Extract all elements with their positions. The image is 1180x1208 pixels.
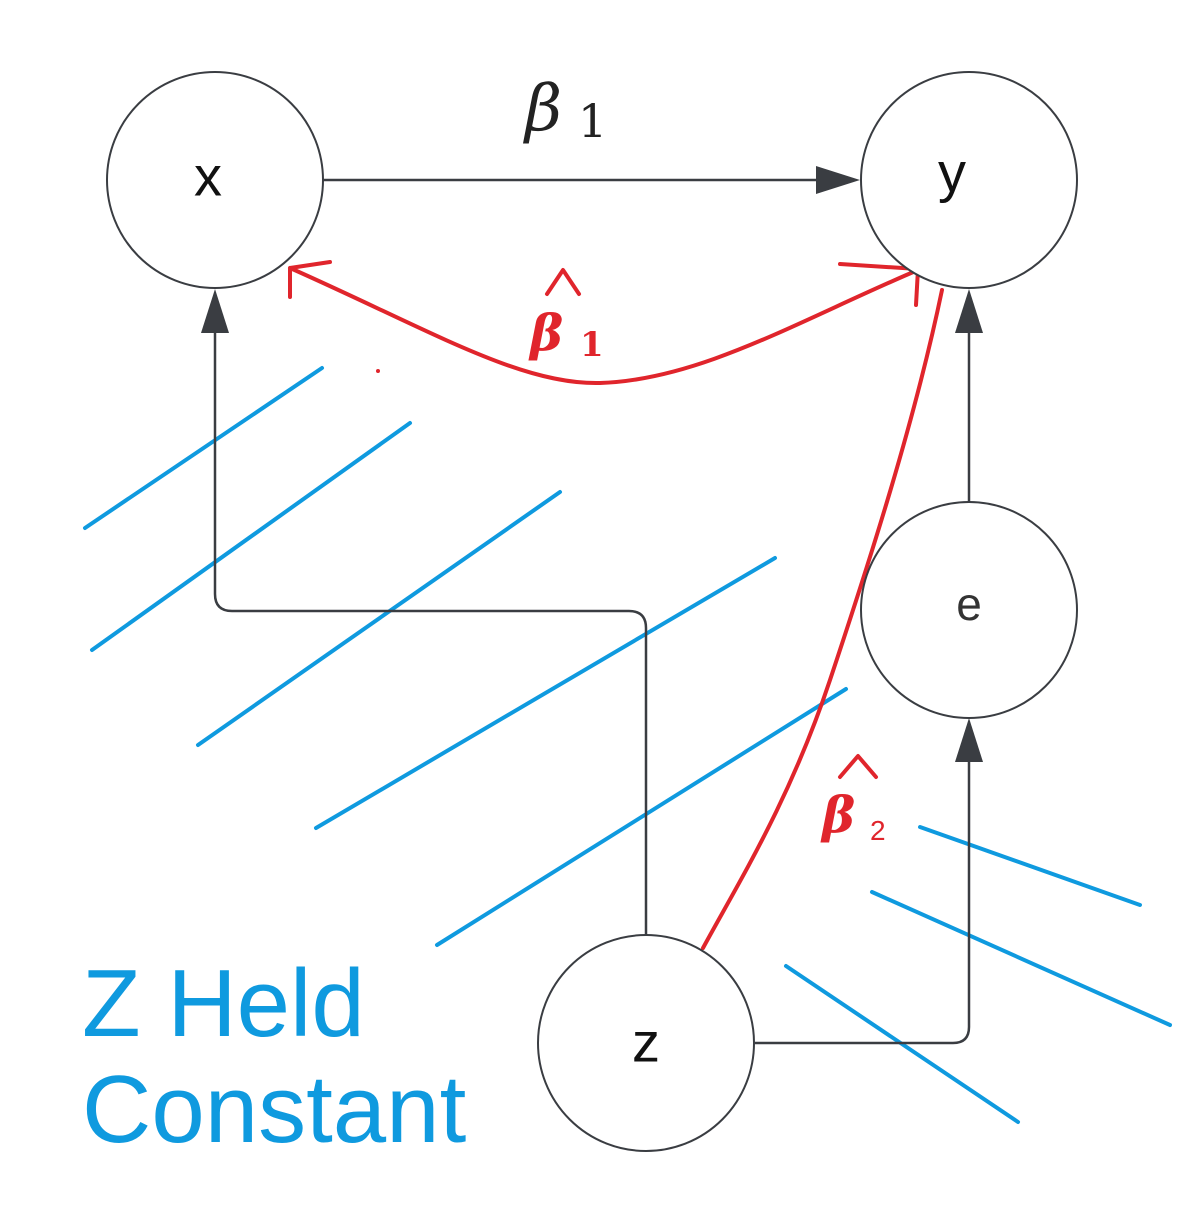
hatch-lines [83, 366, 1172, 1124]
edge-z-to-e [755, 753, 971, 1045]
node-e-circle [860, 501, 1078, 719]
hatch-line [870, 890, 1172, 1027]
node-x-label: x [194, 145, 222, 208]
node-z-circle [537, 934, 755, 1152]
hatch-line [314, 556, 777, 830]
node-z-label: z [632, 1011, 660, 1074]
caption-line-1: Z Held [82, 950, 365, 1057]
red-arrowhead-left [288, 260, 332, 299]
node-e-label: e [956, 578, 982, 630]
hatch-line [90, 421, 412, 652]
beta1-subscript: 1 [578, 94, 607, 148]
hatch-line [918, 825, 1142, 907]
arrowhead-into-e [955, 718, 983, 762]
node-x-circle [106, 71, 324, 289]
red-curve-x-y [288, 266, 920, 386]
hat-icon [838, 754, 878, 779]
node-x: x [106, 71, 324, 289]
hatch-line [83, 366, 324, 530]
beta2-hat-symbol: β [820, 785, 855, 844]
arrowhead-into-y-from-e [955, 289, 983, 333]
arrowhead-into-y [816, 166, 860, 194]
beta1-hat-symbol: β [528, 303, 563, 362]
beta1-label: β 1 [523, 72, 607, 148]
caption: Z Held Constant [82, 950, 466, 1163]
node-e: e [860, 501, 1078, 719]
hatch-line [435, 687, 848, 947]
red-line-z-y [701, 288, 944, 950]
node-y: y [860, 71, 1078, 289]
edge-z-to-x [213, 325, 648, 935]
caption-line-2: Constant [82, 1056, 466, 1163]
red-dot [376, 369, 380, 373]
hat-icon [545, 268, 581, 296]
beta2-hat-subscript: 2 [870, 815, 886, 846]
edges [201, 166, 983, 1045]
node-y-circle [860, 71, 1078, 289]
beta1-hat-subscript: 1 [580, 325, 604, 365]
arrowhead-into-x [201, 289, 229, 333]
beta1-symbol: β [523, 72, 562, 146]
node-y-label: y [938, 141, 966, 204]
hatch-line [196, 490, 562, 747]
node-z: z [537, 934, 755, 1152]
red-annotations: β 1 β 2 [288, 260, 944, 950]
